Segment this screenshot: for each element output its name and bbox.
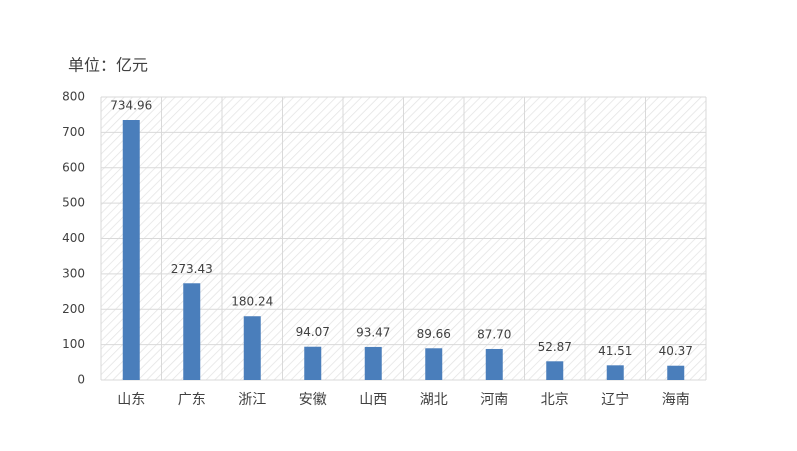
x-tick-label: 河南 <box>480 392 508 408</box>
data-label: 94.07 <box>296 325 330 339</box>
bar <box>243 316 261 380</box>
y-tick-label: 500 <box>62 196 85 210</box>
x-tick-label: 广东 <box>178 392 206 408</box>
x-tick-label: 安徽 <box>299 392 327 408</box>
x-tick-label: 海南 <box>662 392 690 408</box>
bar <box>667 365 685 380</box>
data-label: 734.96 <box>110 99 152 113</box>
bar <box>425 348 443 380</box>
chart-title: 单位：亿元 <box>68 56 148 75</box>
y-tick-label: 0 <box>77 373 85 387</box>
x-tick-label: 北京 <box>541 392 569 408</box>
data-label: 41.51 <box>598 344 632 358</box>
bar <box>122 120 140 380</box>
x-tick-label: 浙江 <box>238 392 266 408</box>
y-tick-label: 300 <box>62 266 85 280</box>
data-label: 87.70 <box>477 327 511 341</box>
y-tick-label: 800 <box>62 90 85 104</box>
bar <box>546 361 564 380</box>
bar <box>485 348 503 380</box>
bar <box>364 346 382 380</box>
y-tick-label: 700 <box>62 125 85 139</box>
y-tick-label: 400 <box>62 231 85 245</box>
data-label: 180.24 <box>231 295 273 309</box>
x-tick-label: 辽宁 <box>601 391 629 408</box>
bar <box>183 283 201 380</box>
y-tick-label: 600 <box>62 160 85 174</box>
y-tick-label: 200 <box>62 302 85 316</box>
bar <box>304 346 322 380</box>
x-tick-label: 山东 <box>117 392 145 408</box>
x-tick-label: 湖北 <box>420 392 448 408</box>
y-tick-label: 100 <box>62 337 85 351</box>
data-label: 93.47 <box>356 325 390 339</box>
data-label: 40.37 <box>659 344 693 358</box>
data-label: 273.43 <box>171 262 213 276</box>
bar <box>606 365 624 380</box>
data-label: 89.66 <box>417 327 451 341</box>
x-tick-label: 山西 <box>359 392 387 408</box>
data-label: 52.87 <box>538 340 572 354</box>
